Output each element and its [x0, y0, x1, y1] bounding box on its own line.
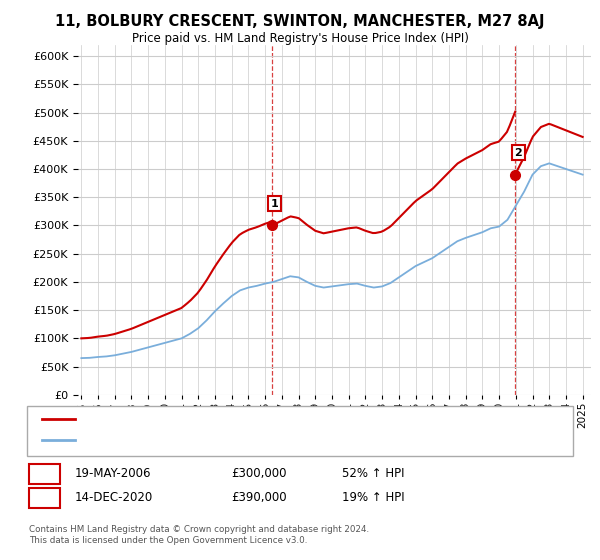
Text: 2: 2 — [40, 491, 49, 504]
Text: 1: 1 — [271, 198, 279, 208]
Text: HPI: Average price, detached house, Salford: HPI: Average price, detached house, Salf… — [81, 435, 311, 445]
Text: 11, BOLBURY CRESCENT, SWINTON, MANCHESTER, M27 8AJ (detached house): 11, BOLBURY CRESCENT, SWINTON, MANCHESTE… — [81, 414, 487, 424]
Text: £390,000: £390,000 — [231, 491, 287, 504]
Text: Contains HM Land Registry data © Crown copyright and database right 2024.
This d: Contains HM Land Registry data © Crown c… — [29, 525, 369, 545]
Text: 52% ↑ HPI: 52% ↑ HPI — [342, 466, 404, 480]
Text: £300,000: £300,000 — [231, 466, 287, 480]
Text: 19-MAY-2006: 19-MAY-2006 — [75, 466, 151, 480]
Text: Price paid vs. HM Land Registry's House Price Index (HPI): Price paid vs. HM Land Registry's House … — [131, 32, 469, 45]
Text: 11, BOLBURY CRESCENT, SWINTON, MANCHESTER, M27 8AJ: 11, BOLBURY CRESCENT, SWINTON, MANCHESTE… — [55, 14, 545, 29]
Text: 14-DEC-2020: 14-DEC-2020 — [75, 491, 153, 504]
Text: 19% ↑ HPI: 19% ↑ HPI — [342, 491, 404, 504]
Text: 1: 1 — [40, 466, 49, 480]
Text: 2: 2 — [515, 148, 523, 158]
